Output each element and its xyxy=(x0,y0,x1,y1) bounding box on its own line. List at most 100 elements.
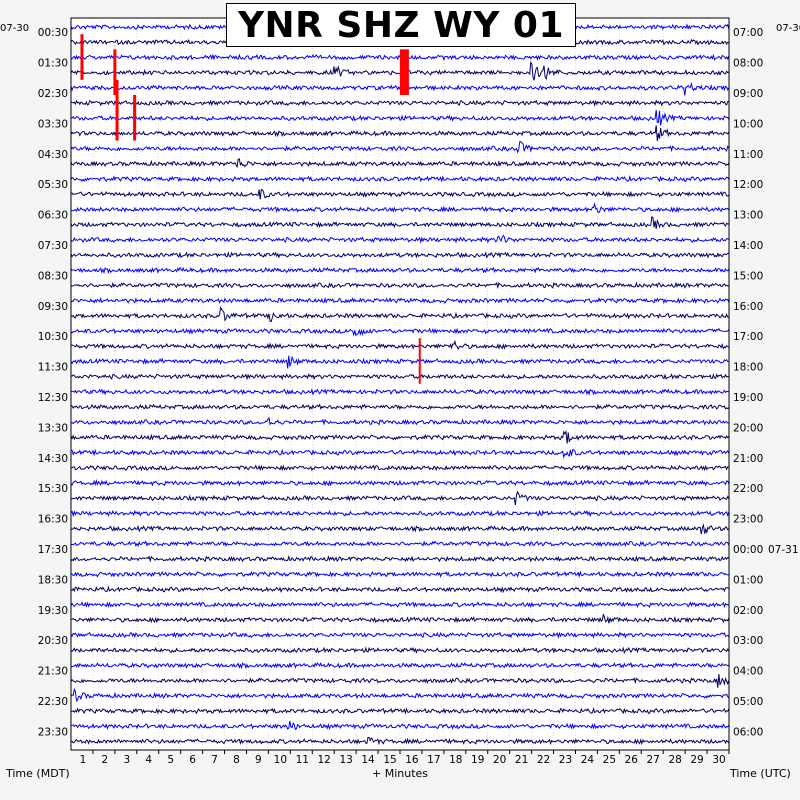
right-time-label: 17:00 xyxy=(733,331,763,343)
trace-row xyxy=(70,266,730,275)
trace-row xyxy=(70,189,730,200)
x-tick-label: 14 xyxy=(361,754,375,766)
right-time-label: 14:00 xyxy=(733,240,763,252)
trace-row xyxy=(70,355,729,369)
trace-row xyxy=(70,281,729,290)
trace-row xyxy=(70,688,730,702)
x-tick-label: 4 xyxy=(145,754,152,766)
trace-row xyxy=(70,403,730,411)
right-time-labels: 07:00 08:00 09:00 10:00 11:00 12:00 13:00 14:00… xyxy=(733,27,799,738)
x-tick-label: 30 xyxy=(712,754,725,766)
trace-row xyxy=(70,175,730,183)
left-time-label: 06:30 xyxy=(38,210,68,222)
trace-row xyxy=(70,234,729,244)
x-tick-label: 6 xyxy=(189,754,196,766)
trace-row xyxy=(70,479,730,487)
left-time-label: 20:30 xyxy=(38,635,68,647)
trace-row xyxy=(70,600,730,609)
minute-grid xyxy=(92,18,708,750)
left-time-label: 03:30 xyxy=(38,118,68,130)
x-tick-label: 10 xyxy=(274,754,287,766)
left-time-label: 01:30 xyxy=(38,58,68,70)
right-time-label: 00:00 xyxy=(733,544,763,556)
trace-row xyxy=(70,721,730,731)
clipped-event-mark xyxy=(418,338,421,384)
right-axis-label: Time (UTC) xyxy=(729,767,791,780)
x-tick-label: 13 xyxy=(339,754,352,766)
trace-row xyxy=(70,388,729,396)
trace-row xyxy=(70,661,730,670)
left-time-label: 17:30 xyxy=(38,544,68,556)
right-time-label: 03:00 xyxy=(733,635,763,647)
left-time-label: 02:30 xyxy=(38,88,68,100)
x-tick-label: 5 xyxy=(167,754,174,766)
left-time-label: 08:30 xyxy=(38,270,68,282)
x-tick-label: 8 xyxy=(233,754,240,766)
left-time-label: 00:30 xyxy=(38,27,68,39)
left-time-label: 13:30 xyxy=(38,422,68,434)
trace-row xyxy=(70,613,730,624)
trace-row xyxy=(70,674,730,688)
x-tick-label: 28 xyxy=(668,754,681,766)
trace-row xyxy=(70,540,730,548)
trace-row xyxy=(70,570,729,578)
trace-row xyxy=(70,305,729,323)
trace-row xyxy=(70,251,729,259)
left-time-label: 23:30 xyxy=(38,726,68,738)
right-time-label: 09:00 xyxy=(733,88,763,100)
clipped-event-mark xyxy=(399,49,409,95)
x-tick-label: 29 xyxy=(690,754,703,766)
x-tick-label: 2 xyxy=(102,754,109,766)
x-tick-label: 21 xyxy=(515,754,528,766)
trace-row xyxy=(70,523,730,535)
trace-row xyxy=(70,109,730,126)
trace-row xyxy=(70,490,730,505)
x-axis-ticks: 1 2 3 4 5 6 7 8 9 10 11 12 13 14 15 16 17 18 19 20 21 22 23 24 2… xyxy=(80,750,730,766)
right-time-label: 20:00 xyxy=(733,422,763,434)
clipped-event-mark xyxy=(115,79,119,141)
trace-row xyxy=(71,707,730,715)
trace-row xyxy=(70,296,730,304)
x-tick-label: 12 xyxy=(318,754,331,766)
x-tick-label: 9 xyxy=(255,754,262,766)
right-date-label: 07-30 xyxy=(776,23,800,34)
trace-row xyxy=(70,141,730,154)
right-time-label: 07:00 xyxy=(733,27,763,39)
trace-row xyxy=(70,416,729,426)
x-tick-label: 3 xyxy=(123,754,130,766)
left-time-label: 16:30 xyxy=(38,514,68,526)
trace-row xyxy=(70,202,730,214)
right-time-label: 05:00 xyxy=(733,696,763,708)
right-time-label: 11:00 xyxy=(733,149,763,161)
trace-row xyxy=(70,631,730,639)
left-time-label: 14:30 xyxy=(38,453,68,465)
trace-row xyxy=(70,339,730,351)
left-time-label: 07:30 xyxy=(38,240,68,252)
right-time-label: 21:00 xyxy=(733,453,763,465)
right-time-label: 10:00 xyxy=(733,118,763,130)
x-tick-label: 7 xyxy=(211,754,218,766)
left-time-label: 12:30 xyxy=(38,392,68,404)
trace-row xyxy=(70,430,730,444)
x-tick-label: 15 xyxy=(383,754,396,766)
trace-row xyxy=(70,555,730,563)
left-time-label: 21:30 xyxy=(38,666,68,678)
x-tick-label: 17 xyxy=(427,754,440,766)
left-time-label: 19:30 xyxy=(38,605,68,617)
right-date-change-label: 07-31 xyxy=(768,544,799,556)
x-tick-label: 27 xyxy=(647,754,660,766)
left-time-labels: 00:30 01:30 02:30 03:30 04:30 05:30 06:30 07:30… xyxy=(38,27,68,738)
right-time-label: 22:00 xyxy=(733,483,763,495)
left-time-label: 11:30 xyxy=(38,362,68,374)
right-time-label: 13:00 xyxy=(733,210,763,222)
left-time-label: 18:30 xyxy=(38,574,68,586)
left-time-label: 10:30 xyxy=(38,331,68,343)
chart-title-text: YNR SHZ WY 01 xyxy=(237,4,565,46)
right-time-label: 18:00 xyxy=(733,362,763,374)
left-axis-label: Time (MDT) xyxy=(5,767,70,780)
x-tick-label: 11 xyxy=(296,754,309,766)
clipped-events xyxy=(80,34,421,384)
x-tick-label: 19 xyxy=(471,754,484,766)
